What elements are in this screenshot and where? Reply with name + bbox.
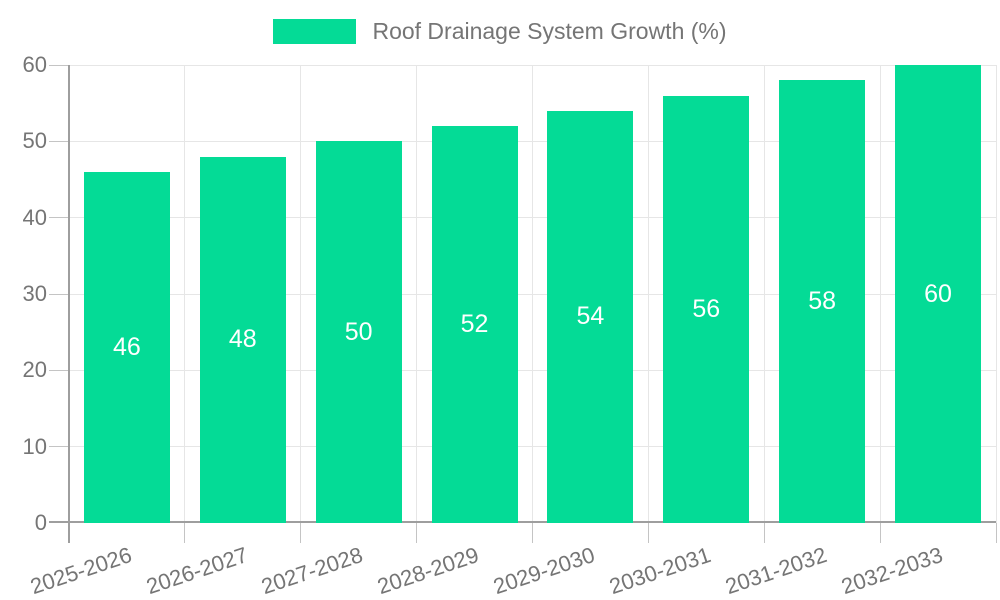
x-tick: [300, 523, 302, 543]
v-gridline: [763, 65, 765, 523]
bar-value-label: 46: [113, 332, 141, 361]
y-tick-label: 40: [22, 204, 47, 230]
y-tick: [49, 140, 69, 142]
x-tick-label: 2026-2027: [142, 542, 251, 600]
y-tick: [49, 217, 69, 219]
bar[interactable]: 60: [895, 65, 982, 523]
x-tick-label: 2029-2030: [490, 542, 599, 600]
y-tick-label: 30: [22, 281, 47, 306]
y-tick: [49, 293, 69, 295]
y-tick: [49, 64, 69, 66]
bar-value-label: 56: [692, 294, 721, 323]
v-gridline: [532, 65, 533, 523]
x-tick: [532, 523, 533, 543]
bar-value-label: 50: [344, 317, 373, 346]
bar-value-label: 52: [460, 310, 489, 339]
y-axis-line: [68, 65, 70, 543]
v-gridline: [300, 65, 302, 523]
y-tick-label: 10: [22, 433, 47, 459]
y-tick: [49, 446, 69, 448]
y-tick-label: 50: [22, 128, 47, 154]
v-gridline: [879, 65, 881, 523]
y-tick-label: 20: [22, 357, 47, 383]
x-tick-label: 2030-2031: [606, 542, 714, 600]
x-tick: [416, 523, 418, 543]
legend-swatch: [273, 19, 357, 44]
x-tick-label: 2027-2028: [258, 542, 367, 600]
v-gridline: [184, 65, 186, 523]
v-gridline: [416, 65, 418, 523]
x-tick-label: 2031-2032: [722, 542, 830, 600]
y-tick-label: 60: [22, 52, 47, 77]
bar[interactable]: 48: [199, 156, 286, 523]
v-gridline: [995, 65, 997, 523]
x-tick-label: 2032-2033: [837, 542, 946, 600]
bar[interactable]: 56: [663, 95, 750, 523]
x-axis-line: [49, 521, 996, 523]
plot-area: 0 10 20 30 40 50 60 46 48 50 52 54 56 58 60 2025-2026 20…: [23, 54, 997, 599]
x-tick-label: 2025-2026: [26, 542, 135, 600]
y-tick: [49, 369, 69, 371]
x-tick: [184, 523, 186, 543]
bar[interactable]: 54: [547, 110, 634, 523]
x-tick: [879, 523, 881, 543]
bar-value-label: 60: [924, 279, 952, 308]
bar[interactable]: 46: [83, 171, 170, 523]
bar[interactable]: 50: [315, 141, 402, 523]
x-tick: [995, 523, 997, 543]
bar-value-label: 54: [576, 302, 605, 331]
x-tick-label: 2028-2029: [374, 542, 483, 600]
bar[interactable]: 52: [431, 126, 518, 523]
y-tick-label: 0: [34, 510, 47, 535]
legend-label: Roof Drainage System Growth (%): [372, 18, 727, 44]
bar[interactable]: 58: [779, 80, 866, 523]
bar-value-label: 48: [228, 325, 257, 354]
chart-legend: Roof Drainage System Growth (%): [0, 18, 1000, 45]
x-tick: [647, 523, 649, 543]
x-tick: [763, 523, 765, 543]
bar-value-label: 58: [808, 287, 837, 316]
legend-item[interactable]: Roof Drainage System Growth (%): [273, 18, 727, 45]
v-gridline: [647, 65, 649, 523]
